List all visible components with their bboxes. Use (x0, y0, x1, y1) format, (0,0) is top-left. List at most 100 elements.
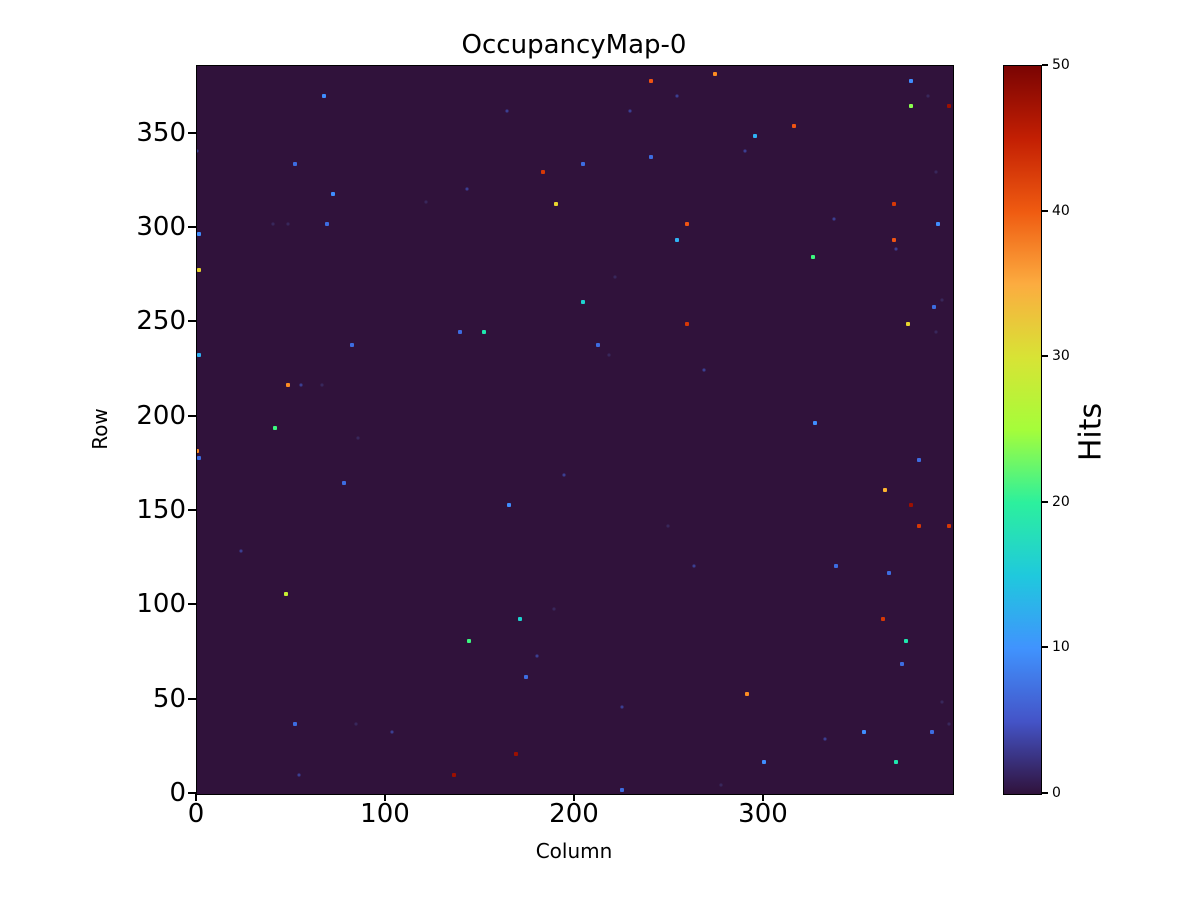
heatmap-point (881, 616, 886, 621)
heatmap-point (342, 480, 347, 485)
heatmap-point (719, 783, 722, 787)
heatmap-point (811, 254, 816, 259)
heatmap-point (628, 109, 632, 113)
heatmap-point (909, 103, 914, 108)
heatmap-point (833, 563, 838, 568)
heatmap-point (390, 730, 394, 734)
heatmap-point (465, 187, 469, 191)
heatmap-point (482, 329, 487, 334)
x-tick-label: 100 (360, 799, 410, 829)
heatmap-point (540, 169, 545, 174)
heatmap-point (514, 752, 519, 757)
heatmap-point (930, 729, 935, 734)
heatmap-point (917, 458, 921, 463)
heatmap-point (675, 237, 680, 242)
heatmap-point (325, 222, 330, 227)
heatmap-point (702, 368, 705, 372)
heatmap-point (523, 675, 528, 680)
heatmap-point (762, 759, 766, 764)
colorbar-tick-label: 40 (1052, 202, 1070, 219)
heatmap-point (886, 571, 891, 576)
heatmap-point (467, 639, 472, 644)
tick-mark (384, 794, 386, 801)
heatmap-point (905, 322, 910, 327)
heatmap-point (197, 267, 201, 272)
heatmap-point (813, 420, 817, 425)
y-tick-label: 350 (136, 117, 186, 148)
heatmap-point (197, 352, 201, 357)
y-tick-label: 100 (136, 589, 186, 620)
heatmap-point (350, 343, 354, 348)
tick-mark (1042, 792, 1048, 794)
tick-mark (188, 320, 196, 323)
heatmap-point (452, 773, 456, 778)
heatmap-point (892, 201, 897, 206)
heatmap-point (752, 133, 757, 138)
heatmap-point (271, 222, 275, 226)
colorbar-tick-label: 20 (1052, 493, 1070, 510)
heatmap-point (909, 503, 914, 508)
tick-mark (762, 794, 764, 801)
heatmap-point (457, 329, 462, 334)
tick-mark (188, 509, 196, 512)
heatmap-point (283, 592, 288, 597)
y-tick-label: 300 (136, 212, 186, 243)
heatmap-point (900, 661, 904, 666)
colorbar-tick-label: 10 (1052, 639, 1070, 656)
tick-mark (1042, 209, 1048, 212)
heatmap-point (926, 94, 930, 98)
heatmap-point (197, 448, 199, 453)
x-tick-label: 300 (738, 799, 788, 829)
x-tick-label: 200 (549, 799, 599, 829)
tick-mark (1042, 500, 1048, 503)
tick-mark (1042, 355, 1048, 358)
heatmap-point (892, 237, 897, 242)
heatmap-point (940, 700, 944, 704)
heatmap-point (648, 79, 653, 84)
heatmap-point (272, 426, 277, 431)
heatmap-point (883, 488, 887, 493)
chart-title: OccupancyMap-0 (461, 30, 687, 60)
heatmap-point (909, 79, 914, 84)
heatmap-point (675, 94, 679, 98)
heatmap-point (580, 299, 585, 304)
heatmap-point (947, 524, 952, 529)
y-tick-label: 150 (136, 495, 186, 526)
heatmap-point (331, 192, 336, 197)
heatmap-point (932, 305, 937, 310)
x-axis-label: Column (535, 839, 613, 863)
tick-mark (188, 414, 196, 417)
heatmap-point (197, 456, 201, 461)
heatmap-point (321, 94, 326, 99)
heatmap-point (506, 503, 511, 508)
heatmap-point (743, 149, 747, 153)
heatmap-point (293, 722, 298, 727)
tick-mark (573, 794, 575, 801)
y-tick-label: 200 (136, 400, 186, 431)
y-tick-label: 250 (136, 306, 186, 337)
heatmap-point (197, 231, 201, 236)
heatmap-plot-area (196, 65, 954, 795)
heatmap-point (239, 549, 242, 553)
heatmap-point (286, 222, 290, 226)
tick-mark (188, 792, 196, 794)
heatmap-point (862, 729, 867, 734)
heatmap-point (894, 247, 898, 251)
heatmap-point (792, 124, 797, 129)
colorbar-label: Hits (1073, 402, 1109, 462)
colorbar (1003, 65, 1042, 795)
heatmap-point (903, 639, 908, 644)
heatmap-point (620, 705, 624, 709)
heatmap-point (356, 436, 360, 439)
y-tick-label: 0 (169, 778, 186, 808)
heatmap-point (320, 383, 324, 387)
heatmap-point (554, 201, 559, 206)
heatmap-point (595, 343, 600, 348)
heatmap-point (562, 473, 566, 477)
tick-mark (1042, 64, 1048, 66)
heatmap-point (745, 692, 749, 696)
heatmap-point (917, 524, 921, 529)
heatmap-point (354, 722, 358, 726)
heatmap-point (297, 773, 301, 777)
